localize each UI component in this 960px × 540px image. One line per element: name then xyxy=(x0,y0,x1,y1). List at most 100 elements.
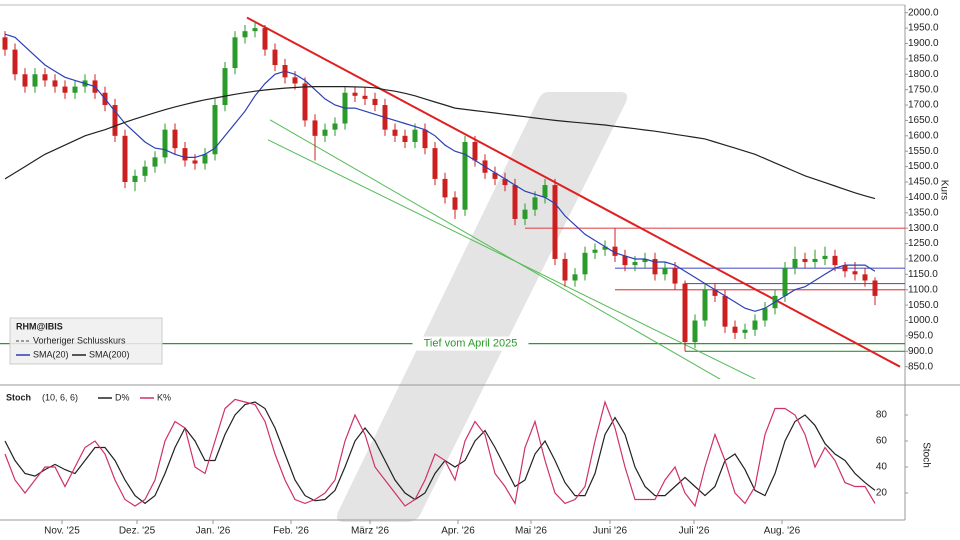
x-tick-label: Apr. '26 xyxy=(441,526,475,537)
candle-body xyxy=(762,308,768,321)
candle-body xyxy=(62,86,68,93)
candle-body xyxy=(172,129,178,149)
candle-body xyxy=(112,105,118,136)
candle-body xyxy=(272,49,278,66)
candle-body xyxy=(32,74,38,87)
candle-body xyxy=(12,49,18,75)
candle-body xyxy=(782,268,788,296)
x-tick-label: März '26 xyxy=(351,526,389,537)
candle-body xyxy=(672,268,678,284)
candle-body xyxy=(832,255,838,266)
candle-body xyxy=(632,262,638,266)
x-tick-label: Nov. '25 xyxy=(44,526,80,537)
candle-body xyxy=(432,148,438,179)
candle-body xyxy=(582,252,588,275)
candle-body xyxy=(192,160,198,164)
y-tick-label: 950.0 xyxy=(908,331,933,342)
candle-body xyxy=(302,83,308,121)
trendline xyxy=(246,16,901,368)
candle-body xyxy=(652,258,658,275)
y-tick-label: 80 xyxy=(876,410,888,421)
candle-body xyxy=(522,209,528,219)
candle-body xyxy=(492,172,498,179)
x-tick-label: Jan. '26 xyxy=(196,526,231,537)
candle-body xyxy=(682,283,688,343)
candle-body xyxy=(182,148,188,161)
candle-body xyxy=(402,135,408,142)
candle-body xyxy=(792,258,798,269)
y-tick-label: 1200.0 xyxy=(908,254,939,265)
candle-body xyxy=(222,68,228,106)
y-axis-label: Stoch xyxy=(920,442,931,468)
y-tick-label: 1000.0 xyxy=(908,315,939,326)
y-tick-label: 40 xyxy=(876,462,888,473)
candle-body xyxy=(642,258,648,263)
label-bg xyxy=(412,336,529,351)
candle-body xyxy=(572,274,578,281)
candle-body xyxy=(472,141,478,161)
trendline xyxy=(269,119,721,379)
y-tick-label: 1650.0 xyxy=(908,115,939,126)
candle-body xyxy=(152,157,158,167)
y-tick-label: 1950.0 xyxy=(908,23,939,34)
candle-body xyxy=(822,255,828,259)
candle-body xyxy=(72,86,78,93)
stoch-line xyxy=(4,401,876,505)
candle-body xyxy=(422,129,428,149)
legend-label: K% xyxy=(157,392,171,402)
candle-body xyxy=(842,265,848,272)
candle-body xyxy=(242,31,248,38)
candle-body xyxy=(662,268,668,275)
stoch-legend: Stoch (10, 6, 6) D% K% xyxy=(6,392,171,402)
y-tick-label: 1100.0 xyxy=(908,284,938,295)
stoch-line xyxy=(4,398,876,508)
y-tick-label: 1400.0 xyxy=(908,192,939,203)
candle-body xyxy=(372,98,378,106)
candle-body xyxy=(392,129,398,136)
x-tick-label: Feb. '26 xyxy=(273,526,309,537)
watermark xyxy=(336,92,628,522)
y-tick-label: 1800.0 xyxy=(908,69,939,80)
stoch-params: (10, 6, 6) xyxy=(42,392,78,402)
symbol: RHM@IBIS xyxy=(16,321,63,331)
y-tick-label: 1250.0 xyxy=(908,238,939,249)
candle-body xyxy=(2,37,8,50)
candle-body xyxy=(122,135,128,182)
legend-label: SMA(200) xyxy=(89,349,130,359)
candle-body xyxy=(722,295,728,327)
candle-body xyxy=(42,74,48,81)
candle-body xyxy=(412,129,418,142)
candle-body xyxy=(852,271,858,275)
candle-body xyxy=(502,178,508,186)
candle-body xyxy=(332,123,338,130)
candle-body xyxy=(252,28,258,32)
x-tick-label: Dez. '25 xyxy=(119,526,156,537)
candle-body xyxy=(452,197,458,210)
candle-body xyxy=(812,258,818,263)
y-tick-label: 1350.0 xyxy=(908,207,939,218)
y-tick-label: 60 xyxy=(876,436,888,447)
candle-body xyxy=(442,178,448,198)
candle-body xyxy=(142,166,148,176)
y-tick-label: 1150.0 xyxy=(908,269,938,280)
candle-body xyxy=(362,95,368,99)
axes: 850.0 900.0 950.0 1000.0 1050.0 1100.0 1150.0 1… xyxy=(44,7,939,536)
candle-body xyxy=(692,320,698,343)
y-tick-label: 1850.0 xyxy=(908,54,939,65)
y-tick-label: 1550.0 xyxy=(908,146,939,157)
y-tick-label: 1600.0 xyxy=(908,130,939,141)
candle-body xyxy=(702,289,708,321)
x-tick-label: Mai '26 xyxy=(515,526,547,537)
candle-body xyxy=(352,92,358,96)
candle-body xyxy=(622,255,628,266)
y-tick-label: 1050.0 xyxy=(908,300,939,311)
y-tick-label: 1750.0 xyxy=(908,84,939,95)
price-pane: Tief vom April 2025 xyxy=(0,16,905,379)
y-tick-label: 1700.0 xyxy=(908,100,939,111)
stoch-title: Stoch xyxy=(6,392,31,402)
candle-body xyxy=(562,258,568,281)
candle-body xyxy=(802,258,808,263)
candle-body xyxy=(862,274,868,281)
candle-body xyxy=(602,246,608,250)
